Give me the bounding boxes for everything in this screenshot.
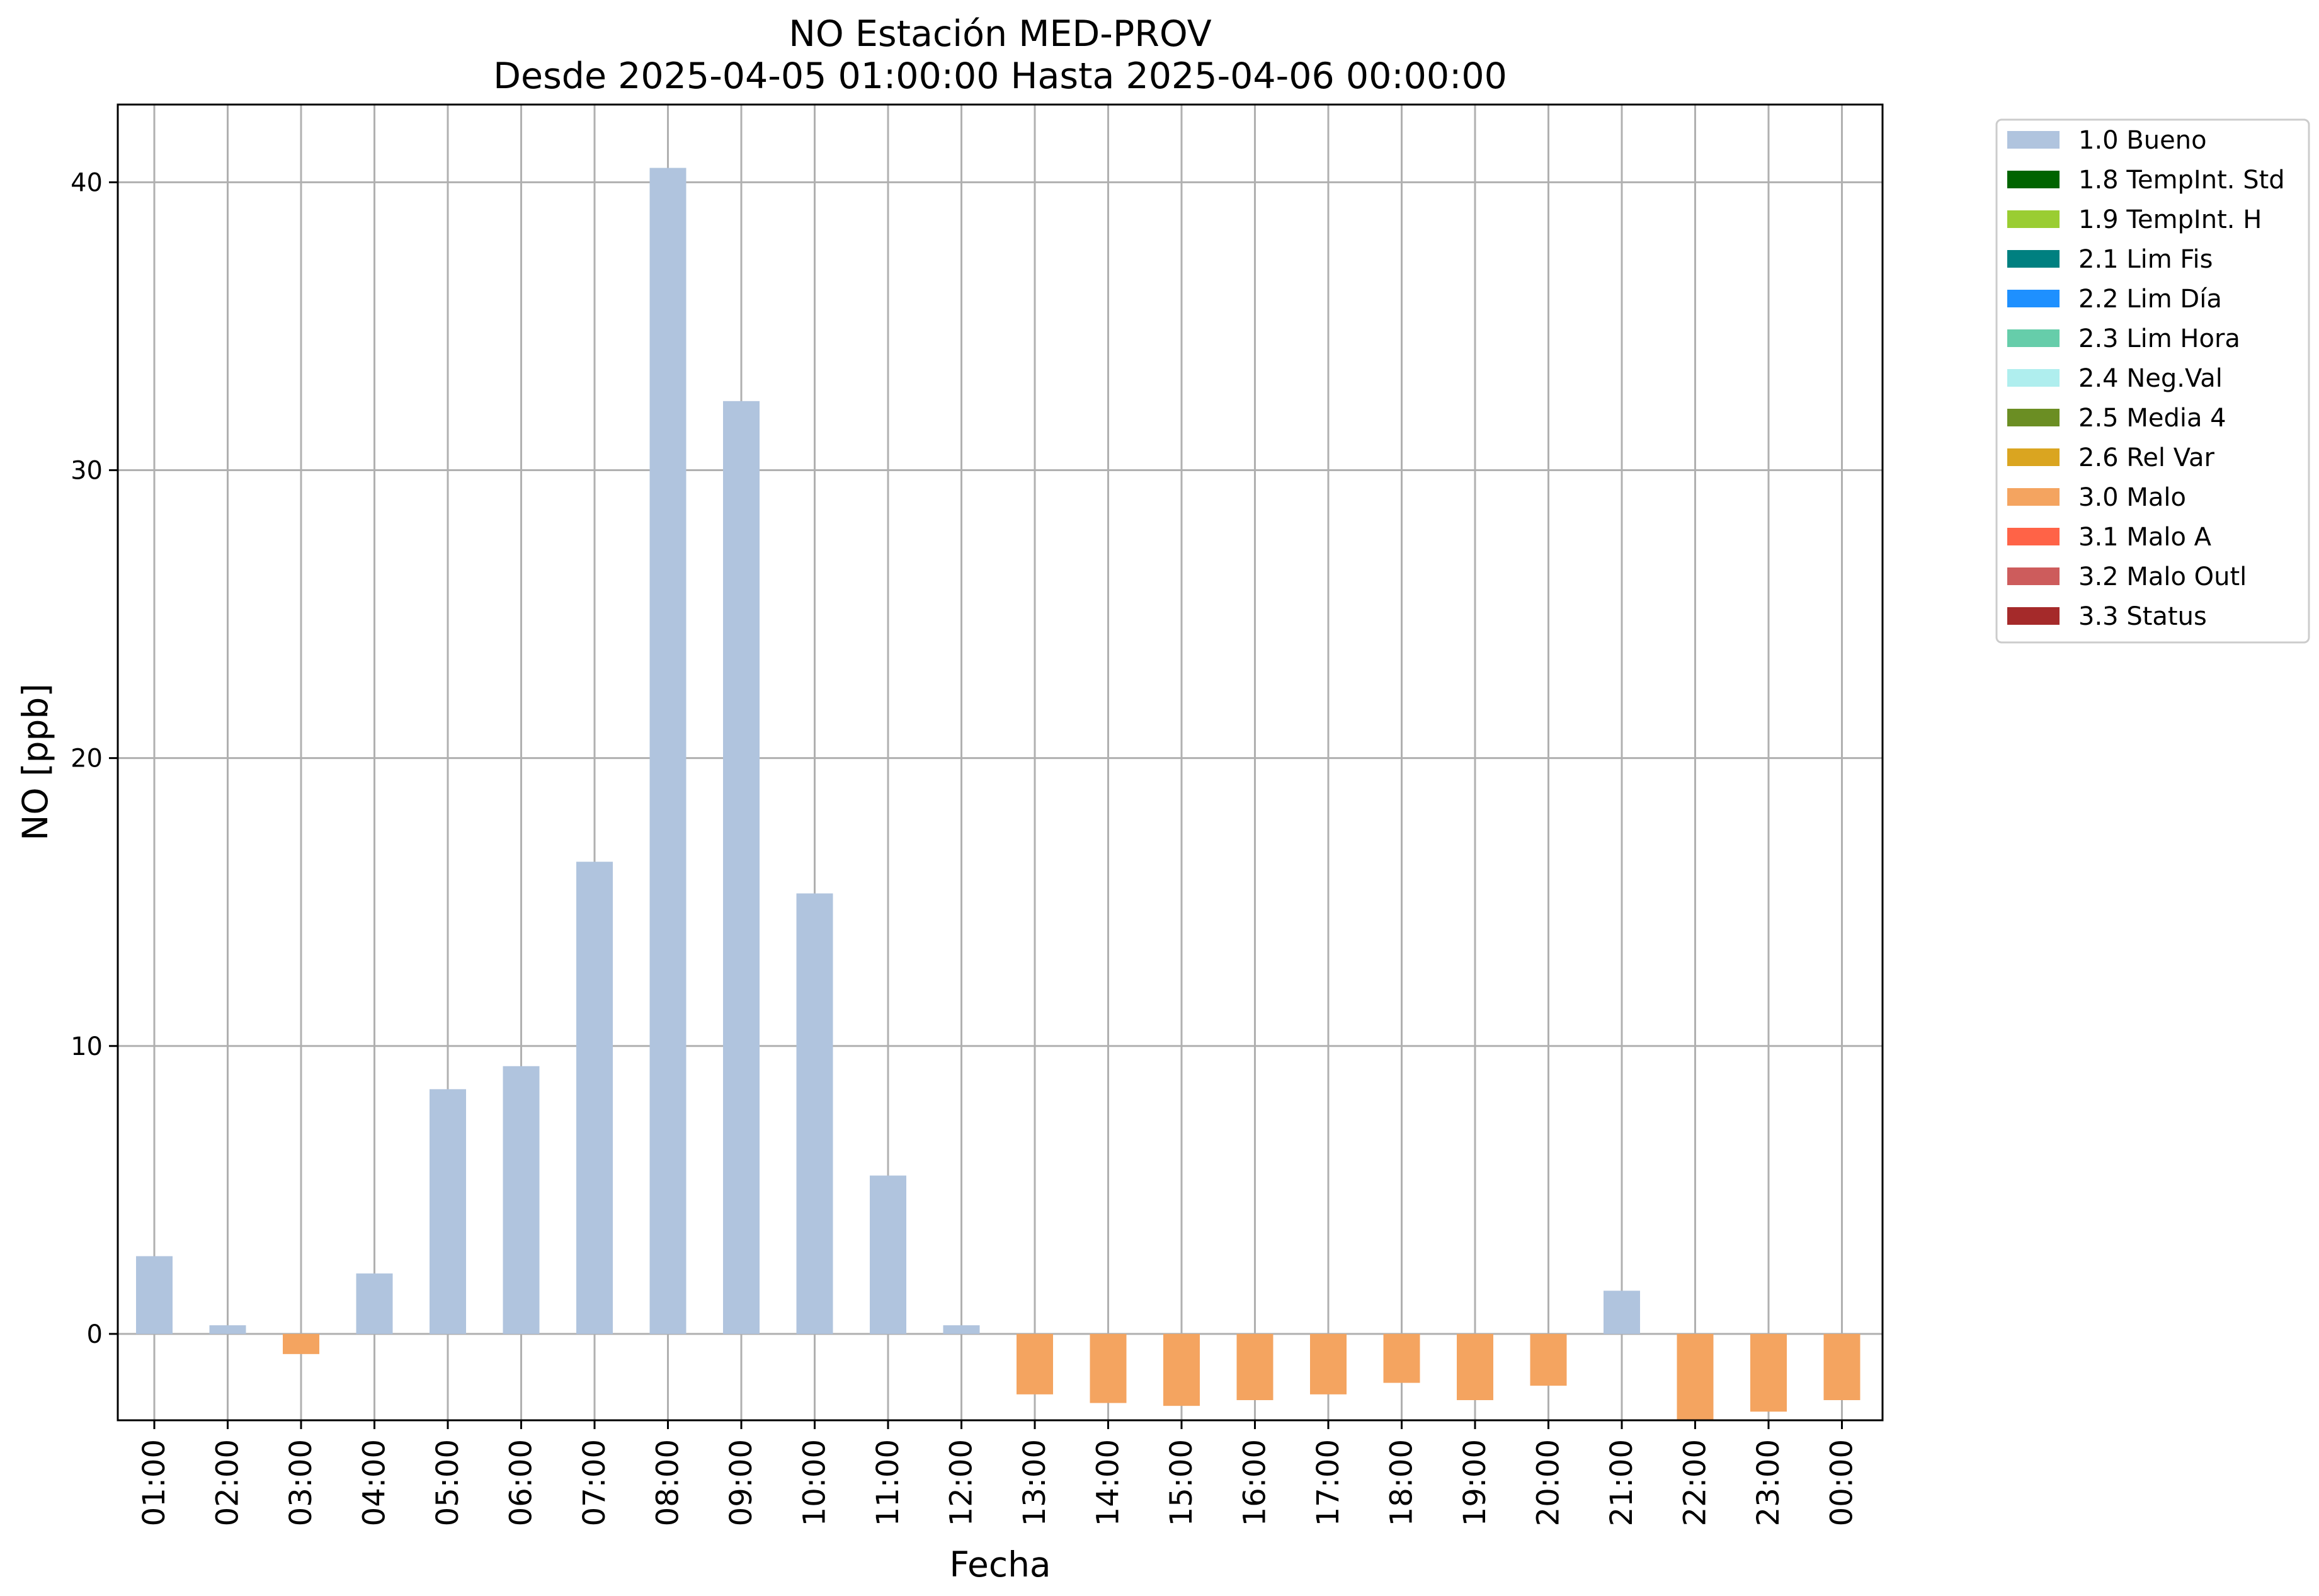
- bar-1900: [1457, 1333, 1493, 1401]
- legend-swatch: [2007, 171, 2060, 188]
- bar-1400: [1090, 1333, 1127, 1403]
- legend-swatch: [2007, 448, 2060, 466]
- x-tick-label: 23:00: [1751, 1439, 1786, 1526]
- x-tick-label: 13:00: [1017, 1439, 1052, 1526]
- bar-0000: [1823, 1333, 1860, 1401]
- bar-1600: [1236, 1333, 1273, 1401]
- legend-swatch: [2007, 567, 2060, 585]
- bar-1300: [1017, 1333, 1053, 1394]
- legend-label: 2.3 Lim Hora: [2078, 324, 2240, 353]
- y-tick-label: 20: [71, 744, 103, 773]
- legend-swatch: [2007, 329, 2060, 347]
- x-tick-label: 18:00: [1384, 1439, 1420, 1526]
- y-tick-label: 40: [71, 168, 103, 197]
- x-tick-label: 11:00: [870, 1439, 906, 1526]
- legend-label: 3.3 Status: [2078, 602, 2207, 631]
- bar-0100: [136, 1256, 173, 1334]
- bar-2100: [1604, 1291, 1640, 1334]
- bar-2300: [1750, 1333, 1787, 1412]
- legend-swatch: [2007, 131, 2060, 149]
- legend-label: 2.5 Media 4: [2078, 404, 2226, 433]
- legend-swatch: [2007, 290, 2060, 307]
- bar-1200: [943, 1325, 980, 1334]
- bar-0700: [576, 862, 613, 1334]
- y-tick-label: 30: [71, 457, 103, 486]
- bar-1000: [796, 893, 833, 1334]
- x-tick-label: 07:00: [577, 1439, 612, 1526]
- y-axis: 0 10 20 30 40: [71, 168, 118, 1349]
- legend-label: 3.0 Malo: [2078, 483, 2186, 512]
- x-tick-label: 00:00: [1825, 1439, 1860, 1526]
- bar-0300: [283, 1333, 319, 1354]
- bar-1700: [1310, 1333, 1347, 1394]
- bar-0200: [209, 1325, 246, 1334]
- legend-swatch: [2007, 528, 2060, 545]
- legend-label: 2.2 Lim Día: [2078, 285, 2222, 314]
- bar-2200: [1677, 1333, 1714, 1420]
- x-tick-label: 06:00: [504, 1439, 539, 1526]
- bar-0600: [503, 1066, 540, 1334]
- x-tick-label: 17:00: [1311, 1439, 1346, 1526]
- y-tick-label: 0: [87, 1320, 103, 1349]
- bar-2000: [1530, 1333, 1567, 1386]
- grid: [118, 105, 1883, 1420]
- legend-frame: [1995, 118, 2310, 644]
- legend-label: 1.8 TempInt. Std: [2078, 166, 2285, 195]
- legend-label: 2.1 Lim Fis: [2078, 245, 2213, 274]
- x-tick-label: 05:00: [430, 1439, 465, 1526]
- legend-label: 2.6 Rel Var: [2078, 443, 2215, 472]
- legend-swatch: [2007, 409, 2060, 426]
- bar-1800: [1383, 1333, 1420, 1383]
- x-tick-label: 10:00: [797, 1439, 833, 1526]
- legend-label: 3.2 Malo Outl: [2078, 562, 2247, 591]
- bar-1500: [1163, 1333, 1200, 1406]
- x-tick-label: 08:00: [651, 1439, 686, 1526]
- x-tick-label: 19:00: [1457, 1439, 1493, 1526]
- legend-swatch: [2007, 210, 2060, 228]
- bar-1100: [870, 1175, 906, 1334]
- bar-0900: [723, 401, 760, 1334]
- legend-label: 1.0 Bueno: [2078, 126, 2207, 155]
- x-axis-label: Fecha: [949, 1544, 1051, 1585]
- x-tick-label: 14:00: [1091, 1439, 1126, 1526]
- x-tick-label: 16:00: [1238, 1439, 1273, 1526]
- bar-0800: [649, 168, 687, 1334]
- x-axis: 01:00 02:00 03:00 04:00 05:00 06:00 07:00 08:00…: [137, 1420, 1860, 1526]
- x-tick-label: 12:00: [944, 1439, 979, 1526]
- x-tick-label: 15:00: [1164, 1439, 1199, 1526]
- x-tick-label: 21:00: [1604, 1439, 1639, 1526]
- bar-0400: [356, 1273, 393, 1334]
- legend-swatch: [2007, 607, 2060, 625]
- x-tick-label: 20:00: [1531, 1439, 1566, 1526]
- x-tick-label: 09:00: [724, 1439, 759, 1526]
- legend-swatch: [2007, 250, 2060, 268]
- legend-swatch: [2007, 488, 2060, 506]
- x-tick-label: 22:00: [1678, 1439, 1713, 1526]
- x-tick-label: 01:00: [137, 1439, 172, 1526]
- legend-label: 3.1 Malo A: [2078, 523, 2212, 552]
- legend: 1.0 Bueno 1.8 TempInt. Std 1.9 TempInt. H 2…: [1995, 118, 2310, 644]
- x-tick-label: 02:00: [210, 1439, 246, 1526]
- bars: [136, 168, 1860, 1420]
- chart-title: NO Estación MED-PROV: [789, 13, 1211, 55]
- chart-subtitle: Desde 2025-04-05 01:00:00 Hasta 2025-04-…: [493, 55, 1507, 97]
- y-axis-label: NO [ppb]: [15, 683, 55, 841]
- legend-swatch: [2007, 369, 2060, 387]
- y-tick-label: 10: [71, 1032, 103, 1061]
- legend-label: 1.9 TempInt. H: [2078, 205, 2262, 234]
- x-tick-label: 03:00: [283, 1439, 319, 1526]
- bar-0500: [430, 1089, 466, 1334]
- x-tick-label: 04:00: [357, 1439, 392, 1526]
- plot-frame: [117, 103, 1884, 1422]
- legend-label: 2.4 Neg.Val: [2078, 364, 2223, 393]
